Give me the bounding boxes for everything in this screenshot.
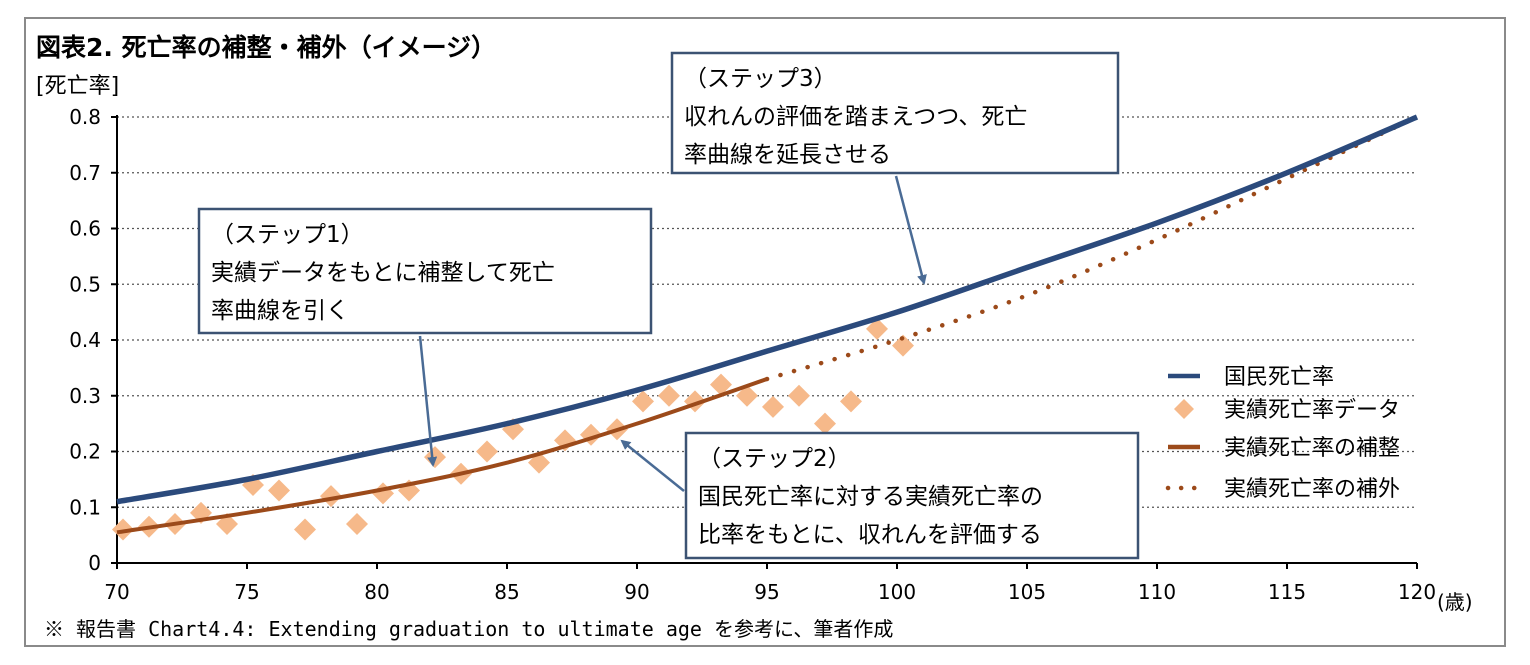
callout-box-2 [197, 207, 653, 335]
x-tick-label: 95 [754, 580, 779, 604]
callout-text-line: 率曲線を延長させる [684, 142, 891, 168]
callout-box-1 [670, 51, 1120, 175]
callout-text-line: 比率をもとに、収れんを評価する [698, 522, 1042, 548]
y-tick-label: 0.1 [69, 495, 101, 519]
callout-box-3 [684, 431, 1140, 560]
x-tick-label: 105 [1008, 580, 1046, 604]
x-tick-label: 100 [878, 580, 916, 604]
data-point [268, 479, 290, 502]
callout-text-line: 率曲線を引く [211, 298, 349, 324]
data-point [892, 334, 914, 357]
data-point [814, 412, 836, 435]
x-tick-label: 120 [1398, 580, 1436, 604]
y-tick-label: 0.4 [69, 328, 101, 352]
series-graduated-line [116, 377, 768, 535]
callout-arrow-3 [620, 439, 685, 492]
legend-label-2: 実績死亡率データ [1224, 398, 1400, 423]
callout-arrow-1 [894, 175, 927, 285]
x-tick-label: 110 [1138, 580, 1176, 604]
x-axis-label: (歳) [1437, 590, 1473, 614]
data-point [632, 390, 654, 413]
series-national-line [116, 114, 1419, 505]
y-tick-label: 0.3 [69, 384, 101, 408]
legend-label-1: 国民死亡率 [1224, 365, 1334, 390]
x-tick-label: 115 [1268, 580, 1306, 604]
x-tick-label: 80 [364, 580, 389, 604]
x-tick-label: 75 [234, 580, 259, 604]
y-tick-label: 0.6 [69, 217, 101, 241]
callout-text-line: 収れんの評価を踏まえつつ、死亡 [684, 104, 1027, 130]
x-tick-label: 85 [494, 580, 519, 604]
y-tick-label: 0.8 [69, 105, 101, 129]
data-point [658, 384, 680, 407]
y-tick-label: 0 [88, 551, 101, 575]
callout-arrow-2 [418, 335, 438, 467]
legend-label-4: 実績死亡率の補外 [1224, 477, 1400, 502]
footnote: ※ 報告書 Chart4.4: Extending graduation to … [44, 617, 894, 641]
data-point [424, 446, 446, 469]
callout-text-line: （ステップ3） [684, 66, 837, 92]
y-tick-label: 0.2 [69, 440, 101, 464]
callout-text-line: （ステップ2） [698, 446, 851, 472]
data-point [294, 518, 316, 541]
data-point [346, 512, 368, 535]
y-tick-label: 0.7 [69, 161, 101, 185]
y-tick-label: 0.5 [69, 272, 101, 296]
data-point [736, 384, 758, 407]
callout-text-line: 国民死亡率に対する実績死亡率の [698, 484, 1043, 510]
callout-text-line: 実績データをもとに補整して死亡 [211, 260, 555, 286]
data-point [866, 317, 888, 340]
data-point [762, 395, 784, 418]
data-point [788, 384, 810, 407]
y-axis-label: [死亡率] [36, 74, 120, 99]
data-point [840, 390, 862, 413]
chart-title: 図表2. 死亡率の補整・補外（イメージ） [36, 33, 497, 62]
x-tick-label: 90 [624, 580, 649, 604]
x-tick-label: 70 [104, 580, 129, 604]
legend-label-3: 実績死亡率の補整 [1224, 436, 1400, 461]
data-point [710, 373, 732, 396]
data-point [372, 482, 394, 505]
data-point [476, 440, 498, 463]
legend-swatch-2 [1174, 399, 1194, 419]
callout-text-line: （ステップ1） [211, 222, 364, 248]
